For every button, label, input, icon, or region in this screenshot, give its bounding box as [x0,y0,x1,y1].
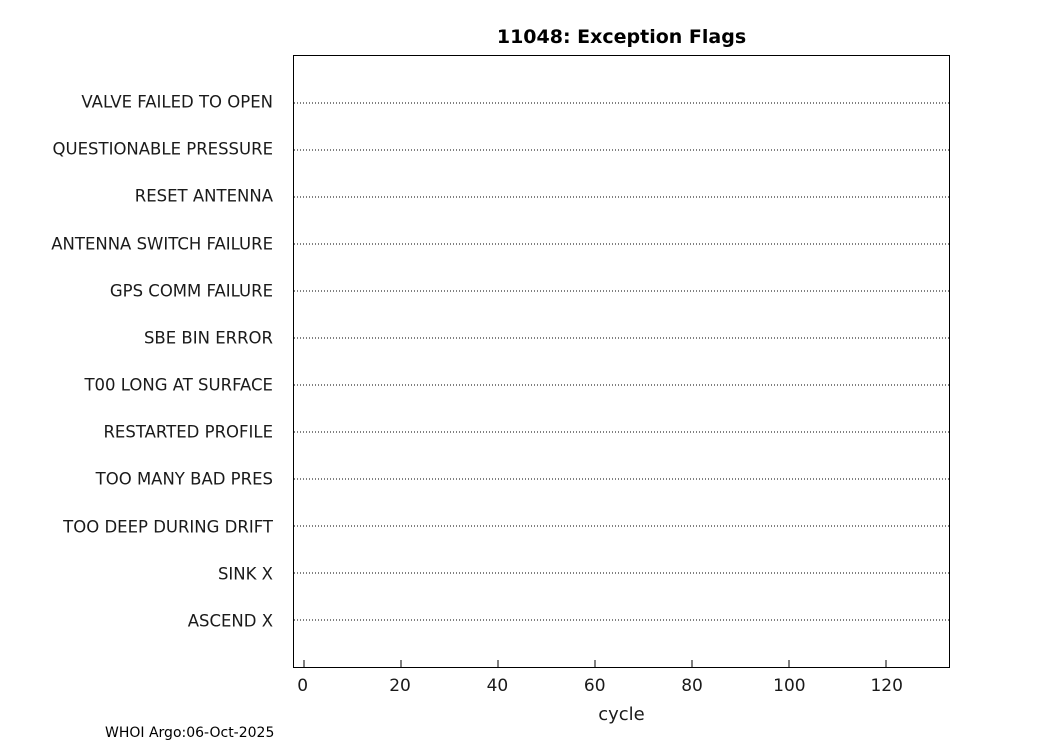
x-tick-mark [691,660,693,667]
x-tick-label: 80 [681,676,703,696]
y-axis-labels: VALVE FAILED TO OPEN QUESTIONABLE PRESSUR… [0,55,283,668]
x-axis-label: cycle [598,704,645,725]
x-tick-mark [788,660,790,667]
x-tick-mark [594,660,596,667]
x-tick-label: 0 [297,676,309,696]
y-tick-label: RESET ANTENNA [134,186,273,206]
category-gridline [294,384,949,386]
y-tick-label: T00 LONG AT SURFACE [84,375,273,395]
category-gridline [294,431,949,433]
x-tick-label: 40 [486,676,509,696]
y-tick-label: GPS COMM FAILURE [109,281,273,301]
y-tick-label: ASCEND X [187,611,273,631]
plot-area [293,55,950,668]
x-tick-mark [497,660,499,667]
category-gridline [294,337,949,339]
y-tick-label: VALVE FAILED TO OPEN [81,92,273,112]
category-gridline [294,525,949,527]
category-gridline [294,619,949,621]
y-tick-label: TOO DEEP DURING DRIFT [63,517,273,537]
category-gridline [294,478,949,480]
x-tick-label: 60 [583,676,606,696]
y-tick-label: RESTARTED PROFILE [103,422,273,442]
category-gridline [294,149,949,151]
y-tick-label: QUESTIONABLE PRESSURE [52,139,273,159]
x-tick-mark [885,660,887,667]
x-tick-label: 100 [773,676,806,696]
category-gridline [294,572,949,574]
chart-title: 11048: Exception Flags [496,26,747,48]
x-tick-label: 120 [870,676,903,696]
footer-text: WHOI Argo:06-Oct-2025 [105,725,275,741]
category-gridline [294,243,949,245]
y-tick-label: ANTENNA SWITCH FAILURE [51,234,273,254]
y-tick-label: SINK X [217,564,273,584]
x-tick-mark [400,660,402,667]
category-gridline [294,102,949,104]
x-tick-mark [303,660,305,667]
category-gridline [294,290,949,292]
category-gridline [294,196,949,198]
y-tick-label: SBE BIN ERROR [143,328,273,348]
x-axis-tick-labels: 0 20 40 60 80 100 120 [293,676,950,700]
y-tick-label: TOO MANY BAD PRES [95,469,273,489]
x-tick-label: 20 [389,676,411,696]
